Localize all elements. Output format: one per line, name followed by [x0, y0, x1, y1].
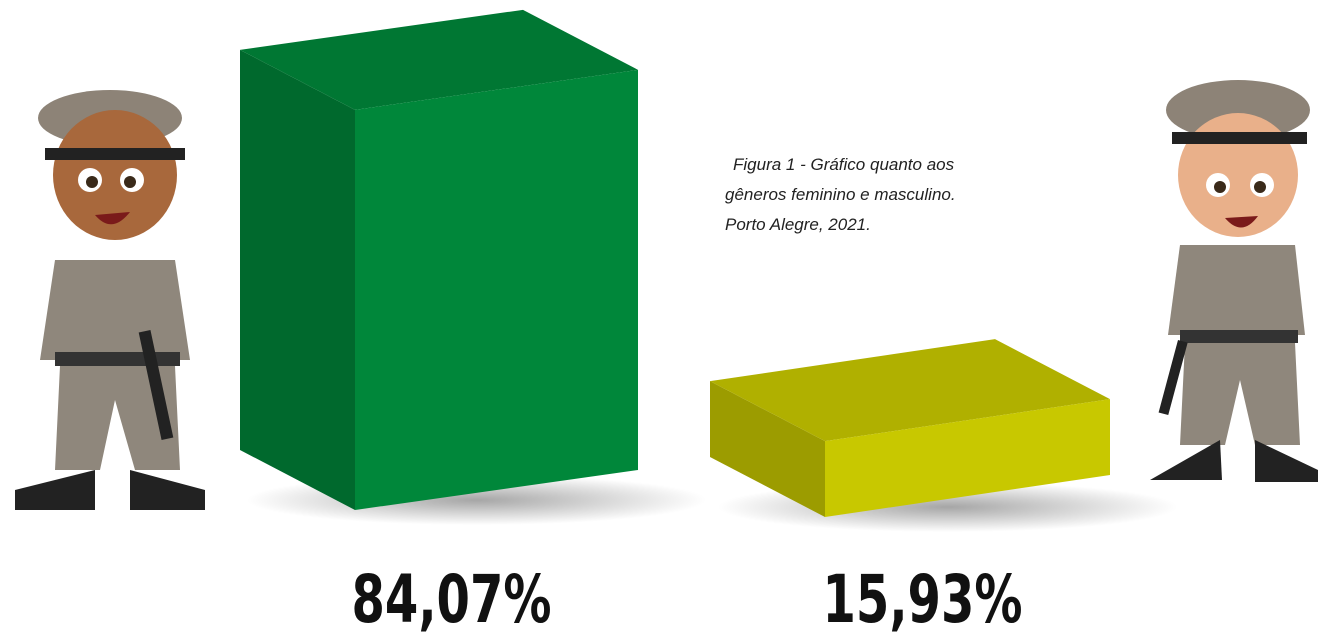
officer-female — [1150, 80, 1318, 482]
bar-side — [240, 49, 355, 510]
bar-side — [710, 381, 825, 517]
bar-top — [710, 339, 1110, 442]
caption-line: gêneros feminino e masculino. — [725, 185, 956, 204]
bar — [355, 69, 638, 511]
caption-line: Figura 1 - Gráfico quanto aos — [733, 155, 955, 174]
value-label: 15,93% — [823, 561, 1023, 633]
bar-top — [240, 9, 638, 110]
value-label: 84,07% — [352, 561, 552, 633]
officer-male — [15, 90, 205, 510]
caption-line: Porto Alegre, 2021. — [725, 215, 871, 234]
bar — [825, 399, 1110, 517]
